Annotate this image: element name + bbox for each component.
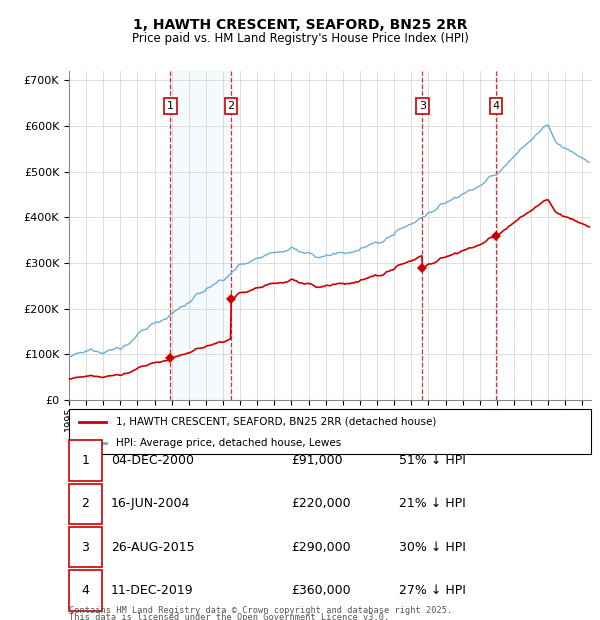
- Text: £220,000: £220,000: [291, 497, 350, 510]
- Text: This data is licensed under the Open Government Licence v3.0.: This data is licensed under the Open Gov…: [69, 613, 389, 620]
- Text: 11-DEC-2019: 11-DEC-2019: [111, 584, 194, 597]
- Text: 2: 2: [82, 497, 89, 510]
- Text: 3: 3: [419, 101, 426, 111]
- Text: £360,000: £360,000: [291, 584, 350, 597]
- Text: 30% ↓ HPI: 30% ↓ HPI: [399, 541, 466, 554]
- Text: 04-DEC-2000: 04-DEC-2000: [111, 454, 194, 467]
- Text: 26-AUG-2015: 26-AUG-2015: [111, 541, 194, 554]
- Text: 1: 1: [82, 454, 89, 467]
- FancyBboxPatch shape: [69, 409, 591, 454]
- Text: 27% ↓ HPI: 27% ↓ HPI: [399, 584, 466, 597]
- Text: 2: 2: [227, 101, 235, 111]
- Text: 1: 1: [167, 101, 174, 111]
- Text: 3: 3: [82, 541, 89, 554]
- Text: Price paid vs. HM Land Registry's House Price Index (HPI): Price paid vs. HM Land Registry's House …: [131, 32, 469, 45]
- Text: 4: 4: [492, 101, 499, 111]
- Text: £290,000: £290,000: [291, 541, 350, 554]
- Text: 21% ↓ HPI: 21% ↓ HPI: [399, 497, 466, 510]
- Text: 1, HAWTH CRESCENT, SEAFORD, BN25 2RR: 1, HAWTH CRESCENT, SEAFORD, BN25 2RR: [133, 18, 467, 32]
- Text: Contains HM Land Registry data © Crown copyright and database right 2025.: Contains HM Land Registry data © Crown c…: [69, 606, 452, 615]
- Text: 16-JUN-2004: 16-JUN-2004: [111, 497, 190, 510]
- Text: 1, HAWTH CRESCENT, SEAFORD, BN25 2RR (detached house): 1, HAWTH CRESCENT, SEAFORD, BN25 2RR (de…: [116, 417, 436, 427]
- Text: 51% ↓ HPI: 51% ↓ HPI: [399, 454, 466, 467]
- Text: HPI: Average price, detached house, Lewes: HPI: Average price, detached house, Lewe…: [116, 438, 341, 448]
- Text: £91,000: £91,000: [291, 454, 343, 467]
- Text: 4: 4: [82, 584, 89, 597]
- Bar: [170, 71, 231, 400]
